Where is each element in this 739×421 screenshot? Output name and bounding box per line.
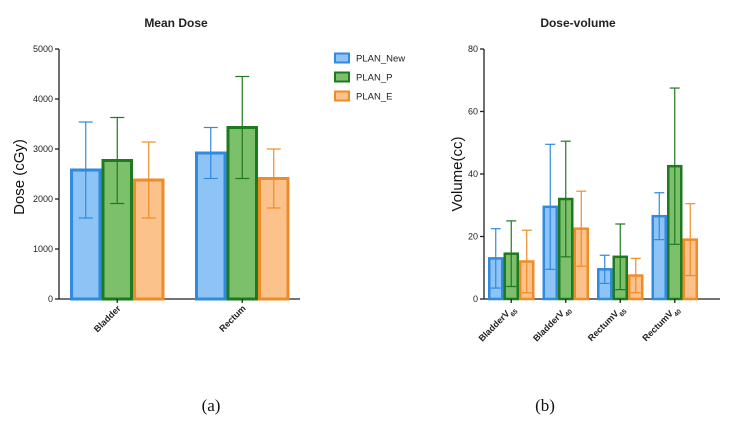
y-tick-label: 0	[48, 294, 53, 304]
chart-title: Mean Dose	[144, 16, 208, 30]
legend-swatch	[334, 52, 350, 64]
y-tick-label: 3000	[33, 144, 53, 154]
plot-area: 0 20 40 60 80 BladderV65 BladderV40 RectumV65 Re…	[468, 44, 720, 346]
x-tick-label: Rectum	[217, 303, 247, 333]
x-tick-label: BladderV40	[531, 303, 574, 346]
y-tick-label: 80	[468, 44, 478, 54]
y-tick-label: 5000	[33, 44, 53, 54]
chart-title: Dose-volume	[540, 16, 616, 30]
y-axis-label: Dose (cGy)	[11, 139, 28, 215]
y-tick-label: 20	[468, 232, 478, 242]
legend-label: PLAN_New	[356, 54, 405, 65]
bar	[133, 178, 165, 301]
plot-area: 0 1000 2000 3000 4000 5000 Bladder Rectum	[33, 44, 300, 334]
legend-swatch	[334, 90, 350, 102]
y-tick-label: 40	[468, 169, 478, 179]
figure-caption: (a)	[202, 396, 221, 415]
legend-label: PLAN_P	[356, 73, 392, 84]
chart-dose-volume: Dose-volume Volume(cc) 0 20 40 60 80 BladderV…	[449, 16, 720, 415]
x-tick-label: RectumV40	[640, 303, 683, 346]
y-axis-label: Volume(cc)	[449, 136, 466, 211]
x-tick-label: RectumV65	[586, 303, 629, 346]
y-tick-label: 2000	[33, 194, 53, 204]
figure-caption: (b)	[535, 396, 555, 415]
y-tick-label: 1000	[33, 244, 53, 254]
legend-label: PLAN_E	[356, 92, 392, 103]
x-tick-label: BladderV65	[477, 303, 520, 346]
chart-mean-dose: Mean Dose Dose (cGy) 0 1000 2000 3000 4000 50…	[11, 16, 300, 415]
legend: PLAN_New PLAN_P PLAN_E	[334, 52, 405, 103]
y-tick-label: 4000	[33, 94, 53, 104]
legend-swatch	[334, 71, 350, 83]
y-tick-label: 60	[468, 107, 478, 117]
x-tick-label: Bladder	[92, 303, 123, 334]
y-tick-label: 0	[473, 294, 478, 304]
